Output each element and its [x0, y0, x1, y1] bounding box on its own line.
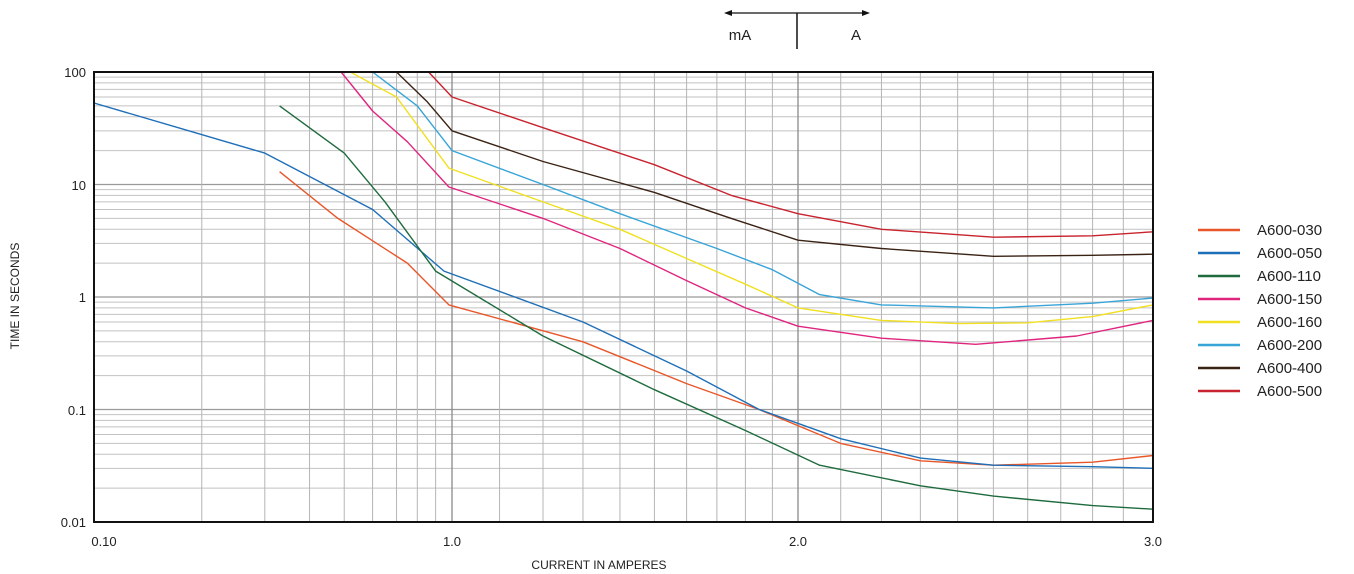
y-axis-title: TIME IN SECONDS — [8, 243, 22, 350]
x-tick-label: 0.10 — [91, 534, 116, 549]
series-line-a600-050 — [93, 102, 1154, 469]
y-tick-label: 1 — [79, 290, 86, 305]
legend-label: A600-500 — [1257, 383, 1322, 400]
plot-frame — [93, 71, 1154, 523]
unit-label-ma: mA — [729, 27, 752, 44]
x-tick-label: 3.0 — [1144, 534, 1162, 549]
x-tick-label: 2.0 — [789, 534, 807, 549]
legend-label: A600-400 — [1257, 360, 1322, 377]
series-line-a600-110 — [279, 105, 1154, 510]
series-line-a600-500 — [428, 71, 1154, 238]
series-line-a600-400 — [396, 71, 1154, 257]
x-tick-label: 1.0 — [443, 534, 461, 549]
series-line-a600-160 — [349, 71, 1154, 325]
y-tick-label: 0.01 — [61, 515, 86, 530]
x-axis-title: CURRENT IN AMPERES — [531, 558, 666, 572]
legend-label: A600-150 — [1257, 291, 1322, 308]
legend-label: A600-110 — [1257, 268, 1321, 285]
legend-label: A600-160 — [1257, 314, 1322, 331]
series-line-a600-150 — [340, 71, 1154, 345]
legend-label: A600-200 — [1257, 337, 1322, 354]
unit-label-a: A — [851, 27, 861, 44]
chart-legend: A600-030 A600-050 A600-110 A600-150 A600-160… — [1198, 222, 1322, 400]
unit-marker: mA A — [724, 10, 870, 49]
y-tick-label: 0.1 — [68, 403, 86, 418]
chart-curves — [93, 71, 1154, 510]
arrow-right-head — [862, 10, 870, 16]
legend-label: A600-050 — [1257, 245, 1322, 262]
y-tick-label: 10 — [72, 178, 86, 193]
series-line-a600-030 — [279, 171, 1154, 466]
legend-label: A600-030 — [1257, 222, 1322, 239]
arrow-left-head — [724, 10, 732, 16]
y-tick-label: 100 — [64, 65, 86, 80]
chart-grid — [94, 72, 1153, 523]
series-line-a600-200 — [372, 71, 1154, 309]
